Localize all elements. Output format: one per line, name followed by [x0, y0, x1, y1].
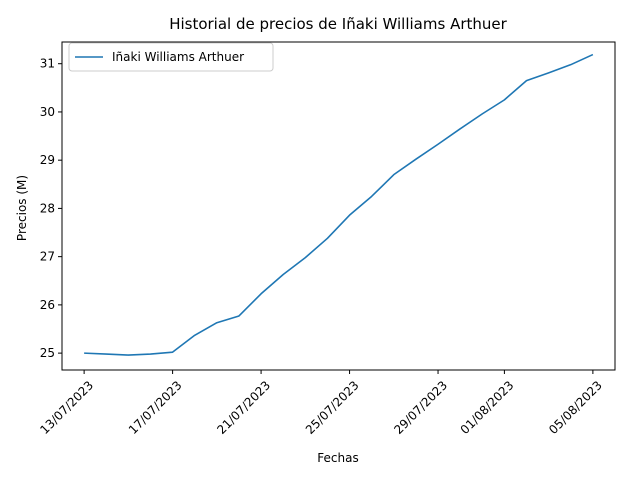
legend-entry-label: Iñaki Williams Arthuer: [112, 50, 244, 64]
x-tick-label: 01/08/2023: [458, 378, 517, 437]
legend-box: [68, 42, 274, 72]
y-tick-label: 25: [40, 346, 55, 360]
y-tick-label: 29: [40, 153, 55, 167]
legend: Iñaki Williams Arthuer: [68, 42, 274, 72]
y-tick-label: 28: [40, 201, 55, 215]
x-axis-label: Fechas: [317, 451, 358, 465]
x-tick-label: 21/07/2023: [214, 378, 273, 437]
y-axis: 25 26 27 28 29 30 31: [40, 57, 62, 360]
x-tick-label: 17/07/2023: [126, 378, 185, 437]
y-tick-label: 30: [40, 105, 55, 119]
x-tick-label: 25/07/2023: [303, 378, 362, 437]
chart-title: Historial de precios de Iñaki Williams A…: [169, 15, 507, 33]
y-tick-label: 26: [40, 298, 55, 312]
x-tick-label: 05/08/2023: [546, 378, 605, 437]
plot-frame: [61, 41, 616, 371]
plot-area: [61, 41, 616, 371]
x-tick-label: 29/07/2023: [391, 378, 450, 437]
y-tick-label: 27: [40, 250, 55, 264]
series-layer: [84, 53, 594, 356]
y-axis-label: Precios (M): [15, 175, 29, 241]
series-line: [84, 53, 594, 356]
x-tick-label: 13/07/2023: [37, 378, 96, 437]
x-axis: 13/07/2023 17/07/2023 21/07/2023 25/07/2023…: [37, 370, 605, 437]
y-tick-label: 31: [40, 57, 55, 71]
